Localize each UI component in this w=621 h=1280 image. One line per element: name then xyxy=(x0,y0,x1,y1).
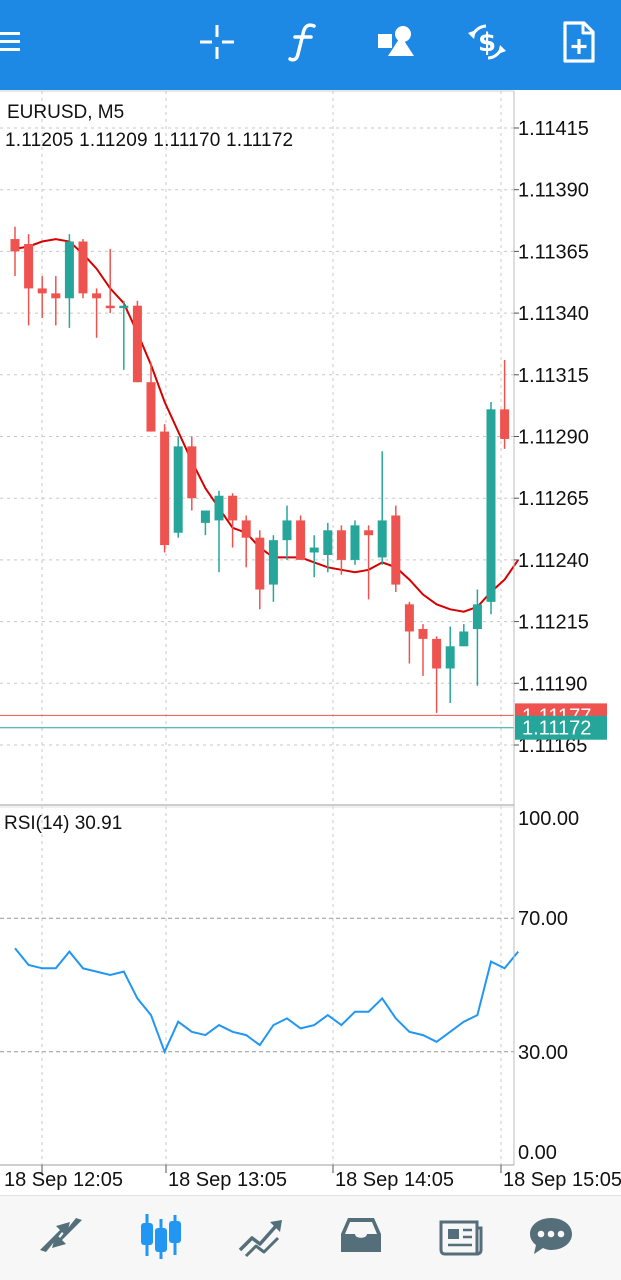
candle xyxy=(146,362,156,432)
candle xyxy=(160,424,170,553)
currency-exchange-icon: $ xyxy=(468,24,506,60)
candle xyxy=(228,493,238,548)
candle xyxy=(51,276,61,326)
candle xyxy=(472,589,482,686)
candle xyxy=(500,359,510,449)
crosshair-icon xyxy=(200,25,234,59)
nav-quotes[interactable] xyxy=(31,1208,91,1264)
moving-average-line xyxy=(14,238,520,613)
price-tick-label: 1.11315 xyxy=(518,365,589,387)
price-tick-label: 1.11190 xyxy=(518,673,587,695)
quotes-arrows-icon xyxy=(40,1218,82,1252)
document-plus-icon xyxy=(563,21,595,63)
candle xyxy=(418,624,428,676)
candle xyxy=(187,436,197,511)
newspaper-icon xyxy=(439,1220,483,1256)
candle xyxy=(309,535,319,578)
candle xyxy=(364,525,374,600)
indicators-button[interactable] xyxy=(282,17,328,67)
new-order-button[interactable] xyxy=(555,17,601,67)
rsi-polyline xyxy=(14,947,519,1055)
function-icon xyxy=(288,23,316,62)
candle xyxy=(350,520,360,565)
price-tick-label: 1.11340 xyxy=(518,303,589,325)
candle xyxy=(24,234,34,326)
price-tick-label: 1.11215 xyxy=(518,612,589,634)
nav-chart[interactable] xyxy=(131,1208,191,1264)
price-tick-label: 1.11265 xyxy=(518,488,589,510)
candle xyxy=(105,248,115,314)
objects-button[interactable] xyxy=(373,17,419,67)
time-tick-label: 18 Sep 14:05 xyxy=(335,1169,454,1191)
chart-axes: 1.11415 1.11390 1.11365 1.11340 1.11315 1.112… xyxy=(0,90,621,1191)
candle xyxy=(445,626,455,704)
nav-news[interactable] xyxy=(431,1208,491,1264)
price-chart[interactable]: 1.11415 1.11390 1.11365 1.11340 1.11315 1.112… xyxy=(0,0,621,1200)
rsi-tick-label: 30.00 xyxy=(518,1042,568,1064)
price-lines xyxy=(0,714,514,729)
candlestick-icon xyxy=(141,1214,181,1259)
candle xyxy=(173,436,183,538)
price-tick-label: 1.11240 xyxy=(518,550,589,572)
rsi-tick-label: 0.00 xyxy=(518,1142,557,1164)
shapes-icon xyxy=(378,26,414,56)
symbol-button[interactable]: $ xyxy=(464,17,510,67)
hamburger-icon xyxy=(0,32,20,51)
symbol-timeframe-label: EURUSD, M5 xyxy=(7,102,125,123)
rsi-value-label: RSI(14) 30.91 xyxy=(4,813,123,834)
bottom-navigation xyxy=(0,1195,621,1280)
ohlc-values-label: 1.11205 1.11209 1.11170 1.11172 xyxy=(5,130,294,151)
candle xyxy=(432,636,442,713)
top-toolbar: $ xyxy=(0,0,621,90)
candle xyxy=(486,401,496,615)
candle xyxy=(255,530,265,610)
candle xyxy=(37,276,47,319)
price-tick-label: 1.11165 xyxy=(518,735,587,757)
candle xyxy=(282,505,292,560)
ma-polyline xyxy=(14,238,520,613)
inbox-icon xyxy=(341,1218,381,1252)
chat-bubble-icon xyxy=(530,1218,572,1254)
time-tick-label: 18 Sep 13:05 xyxy=(168,1169,287,1191)
nav-trade[interactable] xyxy=(231,1208,291,1264)
candle xyxy=(200,510,210,536)
chart-grid xyxy=(0,91,514,1165)
time-tick-label: 18 Sep 15:05 xyxy=(503,1169,621,1191)
candle xyxy=(10,226,20,277)
price-tick-label: 1.11390 xyxy=(518,180,589,202)
candle xyxy=(241,515,251,568)
candle xyxy=(404,601,414,664)
crosshair-button[interactable] xyxy=(194,17,240,67)
price-tick-label: 1.11415 xyxy=(518,118,589,140)
candle xyxy=(92,288,102,338)
nav-history[interactable] xyxy=(331,1208,391,1264)
rsi-line xyxy=(14,947,519,1055)
candle xyxy=(268,535,278,602)
candle xyxy=(377,451,387,565)
menu-button[interactable] xyxy=(0,17,34,67)
candlesticks xyxy=(10,226,510,713)
price-tick-label: 1.11365 xyxy=(518,241,589,263)
candle xyxy=(323,522,333,573)
candle xyxy=(132,300,142,383)
price-tick-label: 1.11290 xyxy=(518,427,589,449)
candle xyxy=(119,300,129,370)
bid-price-badge: 1.11172 xyxy=(515,715,607,740)
bid-price-label: 1.11172 xyxy=(522,718,591,740)
rsi-tick-label: 100.00 xyxy=(518,808,579,830)
candle xyxy=(296,515,306,560)
candle xyxy=(336,525,346,575)
candle xyxy=(214,490,224,573)
candle xyxy=(391,505,401,592)
candle xyxy=(78,239,88,299)
trend-chart-icon xyxy=(238,1220,282,1258)
rsi-tick-label: 70.00 xyxy=(518,908,568,930)
candle xyxy=(64,234,74,328)
nav-messages[interactable] xyxy=(521,1208,581,1264)
candle xyxy=(459,624,469,647)
svg-text:$: $ xyxy=(478,28,496,58)
time-tick-label: 18 Sep 12:05 xyxy=(4,1169,123,1191)
